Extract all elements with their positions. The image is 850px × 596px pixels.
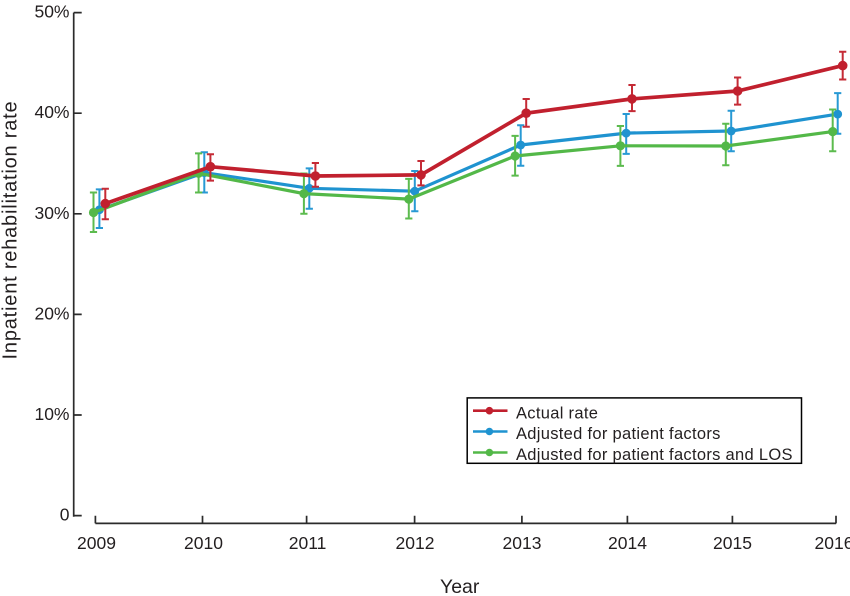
svg-text:2016: 2016 bbox=[815, 533, 850, 553]
svg-text:10%: 10% bbox=[34, 404, 69, 424]
svg-text:2011: 2011 bbox=[289, 533, 327, 553]
svg-text:50%: 50% bbox=[34, 2, 69, 22]
svg-text:0: 0 bbox=[60, 505, 70, 525]
svg-text:2015: 2015 bbox=[713, 533, 752, 553]
svg-text:Year: Year bbox=[440, 576, 480, 596]
svg-text:Inpatient rehabilitation rate: Inpatient rehabilitation rate bbox=[0, 101, 22, 360]
svg-text:30%: 30% bbox=[34, 203, 69, 223]
svg-text:2010: 2010 bbox=[184, 533, 223, 553]
svg-text:2009: 2009 bbox=[77, 533, 116, 553]
svg-text:20%: 20% bbox=[34, 303, 69, 323]
svg-text:Actual rate: Actual rate bbox=[516, 404, 598, 422]
svg-text:2012: 2012 bbox=[396, 533, 435, 553]
svg-text:Adjusted for patient factors: Adjusted for patient factors bbox=[516, 425, 721, 443]
svg-text:40%: 40% bbox=[34, 102, 69, 122]
svg-text:2014: 2014 bbox=[608, 533, 647, 553]
svg-text:Adjusted for patient factors a: Adjusted for patient factors and LOS bbox=[516, 446, 793, 464]
svg-text:2013: 2013 bbox=[503, 533, 542, 553]
